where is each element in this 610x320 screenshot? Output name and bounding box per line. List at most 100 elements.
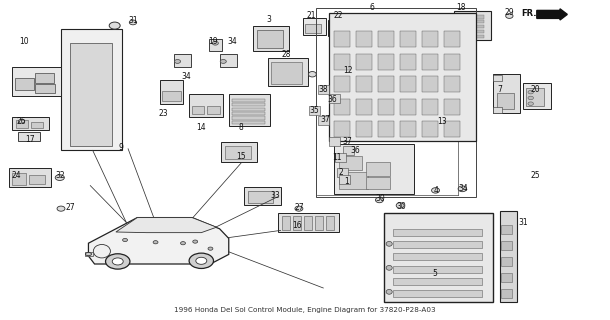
Bar — [356, 54, 372, 70]
Bar — [400, 121, 416, 137]
Bar — [339, 175, 350, 184]
Text: 36: 36 — [350, 146, 360, 155]
Text: 9: 9 — [118, 143, 123, 152]
Bar — [422, 31, 438, 47]
Text: 5: 5 — [432, 269, 437, 278]
Text: 31: 31 — [518, 218, 528, 227]
Bar — [162, 91, 181, 101]
Text: 7: 7 — [498, 85, 503, 94]
Bar — [334, 31, 350, 47]
Bar — [501, 225, 512, 234]
Polygon shape — [88, 218, 229, 264]
Bar — [192, 106, 204, 114]
Bar — [378, 31, 394, 47]
Bar — [232, 112, 265, 115]
Ellipse shape — [106, 254, 130, 269]
Bar — [229, 94, 270, 126]
Bar — [335, 153, 346, 162]
Bar — [174, 54, 191, 67]
Bar — [9, 168, 51, 187]
Text: 34: 34 — [181, 72, 191, 81]
Bar — [316, 8, 476, 197]
Bar — [225, 146, 251, 159]
Bar — [232, 99, 265, 102]
Bar — [459, 30, 484, 33]
Ellipse shape — [272, 193, 279, 198]
Bar — [378, 99, 394, 115]
Text: 37: 37 — [343, 137, 353, 146]
Ellipse shape — [506, 13, 513, 18]
Bar — [232, 108, 265, 111]
Bar — [248, 191, 273, 203]
Bar — [70, 43, 112, 146]
Text: 37: 37 — [320, 116, 330, 124]
Bar — [35, 73, 54, 83]
Bar — [400, 31, 416, 47]
Bar — [326, 216, 334, 230]
Ellipse shape — [432, 188, 439, 193]
Bar — [328, 20, 348, 36]
Text: 21: 21 — [306, 12, 316, 20]
Bar — [318, 116, 329, 125]
Text: 14: 14 — [196, 124, 206, 132]
Bar — [334, 76, 350, 92]
Bar — [268, 58, 308, 86]
Ellipse shape — [18, 119, 24, 123]
Ellipse shape — [375, 197, 383, 203]
Bar — [257, 30, 283, 48]
Text: 32: 32 — [55, 172, 65, 180]
Text: 16: 16 — [292, 221, 302, 230]
Bar — [318, 85, 329, 94]
Bar — [356, 31, 372, 47]
Text: 31: 31 — [128, 16, 138, 25]
Bar — [366, 177, 390, 189]
Bar — [459, 20, 484, 23]
Bar — [501, 257, 512, 266]
Bar — [422, 76, 438, 92]
Text: 28: 28 — [282, 50, 292, 59]
Bar — [232, 121, 265, 124]
Text: 36: 36 — [328, 95, 337, 104]
Bar — [493, 75, 502, 81]
Bar — [339, 172, 368, 189]
Bar — [331, 24, 344, 33]
Bar — [12, 173, 26, 185]
Text: 20: 20 — [531, 85, 540, 94]
Bar — [244, 187, 281, 205]
Ellipse shape — [528, 102, 533, 105]
Bar — [309, 106, 320, 115]
Bar — [329, 94, 340, 103]
Ellipse shape — [396, 203, 404, 208]
Text: 10: 10 — [20, 37, 29, 46]
Bar — [303, 18, 326, 35]
Ellipse shape — [528, 90, 533, 94]
Text: 22: 22 — [334, 12, 343, 20]
Ellipse shape — [123, 238, 127, 242]
Bar — [207, 106, 220, 114]
Text: 12: 12 — [343, 66, 353, 75]
Bar — [329, 137, 340, 146]
FancyArrow shape — [537, 9, 567, 20]
Bar — [18, 132, 40, 141]
Text: 27: 27 — [65, 204, 75, 212]
Bar — [422, 54, 438, 70]
Text: 1: 1 — [344, 177, 349, 186]
Bar — [444, 31, 460, 47]
Text: 17: 17 — [26, 135, 35, 144]
Bar — [30, 122, 43, 128]
Bar — [501, 273, 512, 282]
Bar — [189, 94, 223, 117]
Bar — [253, 26, 289, 51]
Ellipse shape — [85, 252, 92, 256]
Bar — [305, 24, 321, 33]
Bar — [315, 216, 323, 230]
Text: 25: 25 — [531, 172, 540, 180]
Bar — [339, 156, 362, 170]
Text: 8: 8 — [239, 124, 243, 132]
Text: 29: 29 — [504, 8, 514, 17]
Bar — [329, 13, 476, 141]
Bar — [29, 175, 45, 184]
Text: 30: 30 — [375, 194, 385, 203]
Bar — [343, 146, 354, 155]
Bar — [422, 99, 438, 115]
